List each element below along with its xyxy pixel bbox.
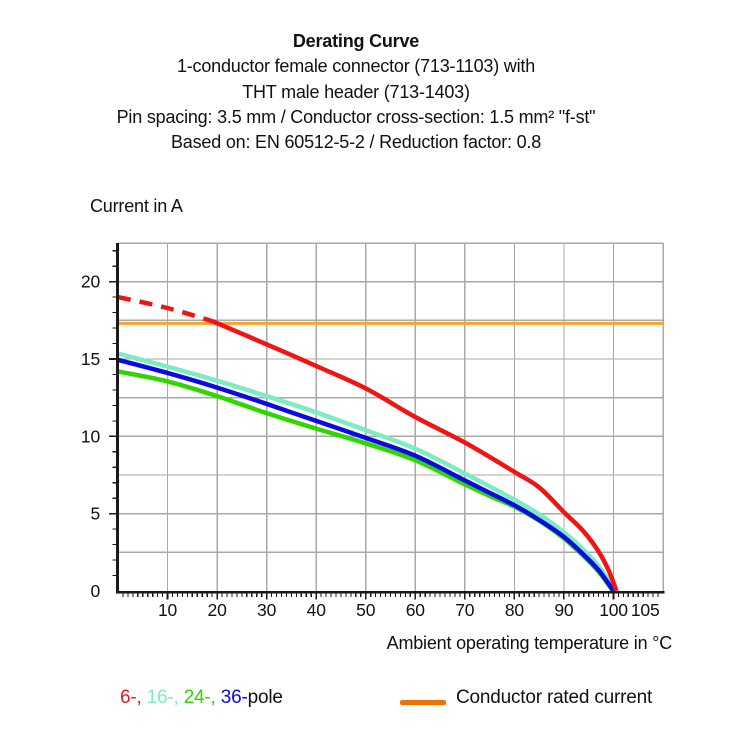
chart-title: Derating Curve bbox=[292, 31, 420, 51]
x-tick-label: 20 bbox=[208, 600, 228, 620]
legend-pole-entry-2: 24-, bbox=[178, 687, 216, 708]
legend-pole-entry-1: 16-, bbox=[141, 687, 179, 708]
x-tick-label: 10 bbox=[158, 600, 178, 620]
y-tick-label: 20 bbox=[81, 272, 101, 292]
x-tick-label: 30 bbox=[257, 600, 277, 620]
y-tick-label: 0 bbox=[90, 581, 100, 601]
y-tick-label: 5 bbox=[90, 504, 100, 524]
x-tick-label: 105 bbox=[631, 600, 660, 620]
chart-subtitle-line-1: 1-conductor female connector (713-1103) … bbox=[176, 56, 536, 77]
chart-subtitle-line-4: Based on: EN 60512-5-2 / Reduction facto… bbox=[170, 132, 542, 153]
chart-subtitle-line-3: Pin spacing: 3.5 mm / Conductor cross-se… bbox=[116, 106, 596, 127]
y-tick-label: 15 bbox=[81, 349, 100, 369]
x-tick-label: 50 bbox=[356, 600, 376, 620]
curve-36-pole bbox=[117, 357, 616, 593]
x-tick-label: 90 bbox=[554, 600, 574, 620]
curve-16-pole bbox=[117, 351, 618, 593]
legend-pole-entry-0: 6-, bbox=[120, 687, 142, 708]
x-tick-label: 40 bbox=[307, 600, 327, 620]
y-tick-label: 10 bbox=[81, 426, 101, 446]
x-tick-label: 60 bbox=[406, 600, 426, 620]
rated-current-legend-label: Conductor rated current bbox=[456, 687, 653, 708]
curve-6-pole-dashed bbox=[117, 294, 213, 324]
legend-pole-counts: 6-, 16-, 24-, 36-pole bbox=[120, 687, 283, 709]
chart-header: Derating Curve 1-conductor female connec… bbox=[0, 29, 712, 155]
x-tick-label: 70 bbox=[455, 600, 475, 620]
curve-6-pole bbox=[211, 319, 619, 592]
legend-pole-entry-3: 36- bbox=[215, 687, 248, 708]
x-axis-label: Ambient operating temperature in °C bbox=[386, 633, 673, 653]
y-axis-label: Current in A bbox=[90, 196, 183, 216]
rated-current-line-swatch bbox=[400, 700, 446, 705]
x-tick-label: 100 bbox=[599, 600, 628, 620]
chart-subtitle-line-2: THT male header (713-1403) bbox=[242, 81, 470, 102]
x-tick-label: 80 bbox=[505, 600, 525, 620]
legend-pole-entry-4: pole bbox=[247, 687, 283, 708]
